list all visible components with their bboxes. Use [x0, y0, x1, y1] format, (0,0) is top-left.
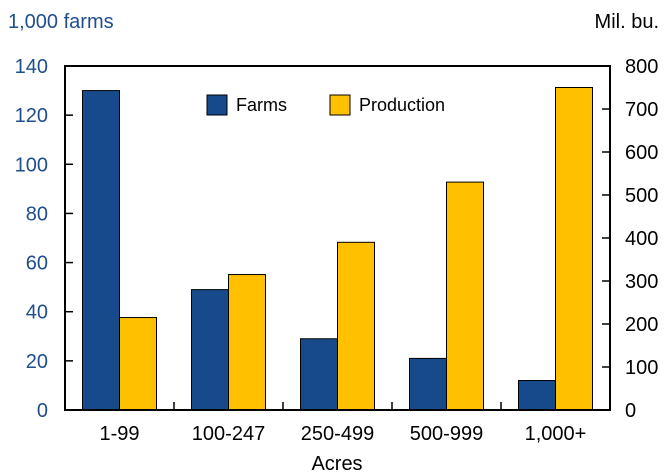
x-axis-ticks: 1-99 100-247 250-499 500-999 1,000+ [99, 402, 586, 445]
bar-farms-100-247 [191, 289, 229, 411]
left-tick-label: 20 [26, 351, 48, 373]
right-axis-unit-label: Mil. bu. [595, 11, 659, 33]
right-tick-label: 200 [625, 314, 658, 336]
right-tick-label: 300 [625, 271, 658, 293]
right-tick-label: 500 [625, 185, 658, 207]
left-tick-label: 100 [15, 154, 48, 176]
bar-production-1,000+ [555, 87, 593, 411]
left-tick-label: 120 [15, 105, 48, 127]
x-tick-label: 500-999 [410, 423, 483, 445]
bar-production-250-499 [337, 241, 375, 411]
left-tick-label: 80 [26, 203, 48, 225]
left-tick-label: 40 [26, 302, 48, 324]
legend-label-farms: Farms [236, 95, 287, 115]
left-axis-ticks: 0 20 40 60 80 100 120 140 [15, 56, 73, 422]
right-axis-ticks: 0 100 200 300 400 500 600 700 800 [602, 56, 658, 422]
x-tick-label: 1,000+ [525, 423, 587, 445]
left-tick-label: 140 [15, 56, 48, 78]
legend-swatch-production [329, 94, 351, 116]
plot-frame [64, 65, 611, 411]
bar-farms-1,000+ [518, 380, 556, 411]
legend-swatch-farms [206, 94, 228, 116]
right-tick-label: 700 [625, 99, 658, 121]
right-tick-label: 800 [625, 56, 658, 78]
left-axis-unit-label: 1,000 farms [8, 11, 114, 33]
right-tick-label: 400 [625, 228, 658, 250]
right-tick-label: 600 [625, 142, 658, 164]
bar-farms-1-99 [82, 90, 120, 411]
bar-production-1-99 [119, 317, 157, 411]
x-tick-label: 1-99 [99, 423, 139, 445]
x-tick-label: 250-499 [301, 423, 374, 445]
bar-farms-500-999 [409, 357, 447, 411]
left-tick-label: 60 [26, 253, 48, 275]
legend-label-production: Production [359, 95, 445, 115]
right-tick-label: 100 [625, 357, 658, 379]
bar-production-500-999 [446, 181, 484, 411]
bar-farms-250-499 [300, 338, 338, 411]
x-tick-label: 100-247 [192, 423, 265, 445]
legend: Farms Production [206, 94, 445, 116]
bars [82, 87, 593, 411]
right-tick-label: 0 [625, 400, 636, 422]
left-tick-label: 0 [37, 400, 48, 422]
x-axis-title: Acres [311, 453, 362, 475]
bar-production-100-247 [228, 274, 266, 411]
